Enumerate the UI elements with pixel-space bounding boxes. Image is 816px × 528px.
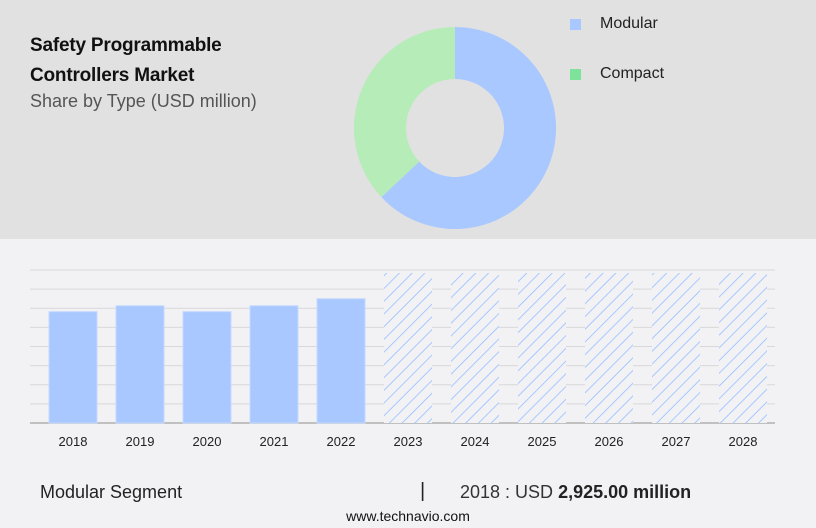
value-amount: 2,925.00 million bbox=[558, 482, 692, 502]
title-line-1: Safety Programmable bbox=[30, 35, 222, 56]
legend-label: Compact bbox=[600, 65, 665, 82]
separator: | bbox=[420, 480, 426, 502]
x-tick-label: 2021 bbox=[260, 434, 289, 449]
legend-label: Modular bbox=[600, 15, 658, 32]
forecast-bar-2024 bbox=[451, 273, 499, 423]
legend-item-compact: Compact bbox=[570, 64, 664, 84]
x-tick-label: 2024 bbox=[461, 434, 490, 449]
bar-chart: 2018 2019 2020 2021 2022 2023 2024 2025 2026 2027… bbox=[30, 269, 775, 449]
chart-subtitle: Share by Type (USD million) bbox=[30, 91, 257, 111]
forecast-bar-2023 bbox=[384, 273, 432, 423]
forecast-bar-2027 bbox=[652, 273, 700, 423]
bar-2020 bbox=[182, 311, 232, 424]
forecast-bar-2025 bbox=[518, 273, 566, 423]
x-tick-label: 2022 bbox=[327, 434, 356, 449]
forecast-bar-2028 bbox=[719, 273, 767, 423]
legend-item-modular: Modular bbox=[570, 14, 664, 34]
donut-chart bbox=[354, 27, 556, 229]
segment-label: Modular Segment bbox=[40, 482, 183, 502]
x-tick-label: 2025 bbox=[528, 434, 557, 449]
bar-2022 bbox=[316, 298, 366, 424]
chart-title: Safety Programmable Controllers Market bbox=[30, 31, 222, 91]
legend: Modular Compact bbox=[570, 14, 664, 114]
x-tick-label: 2018 bbox=[59, 434, 88, 449]
bar-2021 bbox=[249, 305, 299, 424]
bar-2018 bbox=[48, 311, 98, 424]
share-by-type-panel: Safety Programmable Controllers Market S… bbox=[0, 0, 816, 239]
x-tick-label: 2023 bbox=[394, 434, 423, 449]
legend-swatch-icon bbox=[570, 18, 581, 30]
x-tick-label: 2027 bbox=[662, 434, 691, 449]
x-tick-label: 2026 bbox=[595, 434, 624, 449]
donut-slice-modular bbox=[381, 27, 556, 229]
x-tick-label: 2019 bbox=[126, 434, 155, 449]
x-tick-label: 2020 bbox=[193, 434, 222, 449]
title-line-2: Controllers Market bbox=[30, 65, 195, 86]
forecast-bar-2026 bbox=[585, 273, 633, 423]
donut-slice-compact bbox=[354, 27, 455, 198]
x-tick-label: 2028 bbox=[729, 434, 758, 449]
bar-2019 bbox=[115, 305, 165, 424]
legend-swatch-icon bbox=[570, 68, 581, 80]
segment-value: 2018 : USD 2,925.00 million bbox=[460, 482, 691, 503]
source-link[interactable]: www.technavio.com bbox=[346, 508, 470, 524]
year-prefix: 2018 : USD bbox=[460, 482, 554, 502]
